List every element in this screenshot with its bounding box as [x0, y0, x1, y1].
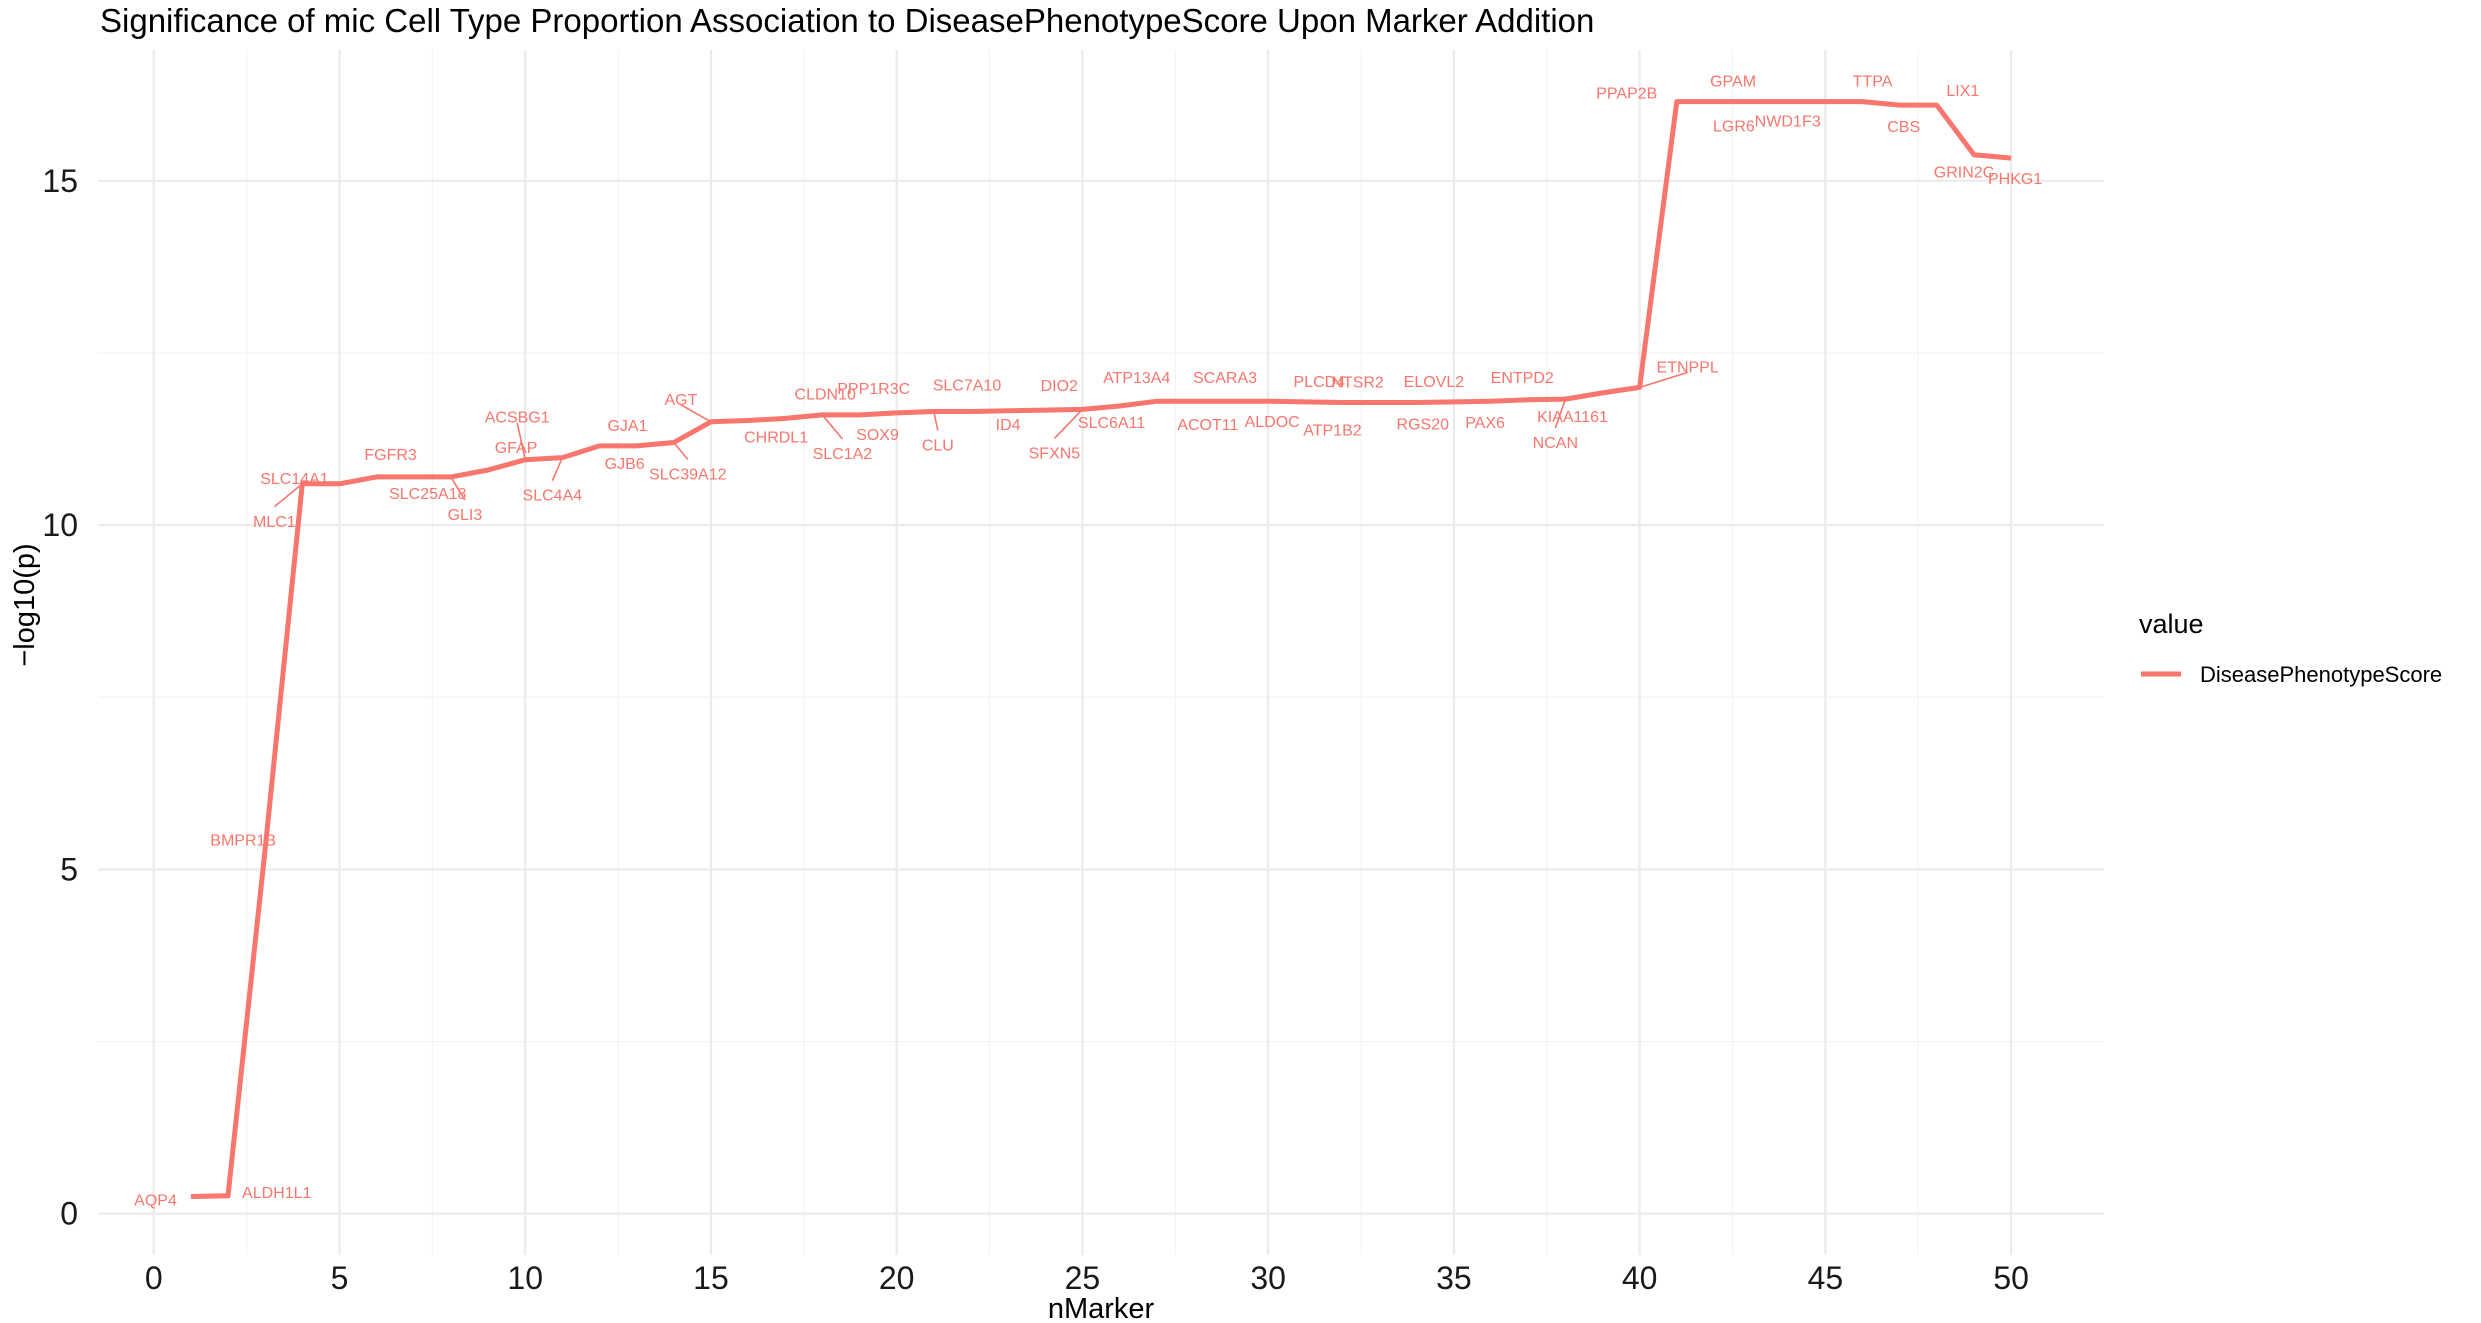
marker-label-gja1: GJA1	[607, 418, 647, 435]
marker-label-aqp4: AQP4	[134, 1192, 177, 1209]
marker-label-cldn10: CLDN10	[795, 386, 856, 403]
label-leaders	[273, 371, 1688, 508]
x-tick-label: 25	[1065, 1260, 1101, 1296]
marker-label-ttpa: TTPA	[1853, 74, 1893, 91]
marker-label-aldoc: ALDOC	[1245, 414, 1300, 431]
marker-label-bmpr1b: BMPR1B	[210, 833, 276, 850]
marker-label-slc14a1: SLC14A1	[260, 471, 329, 488]
marker-label-elovl2: ELOVL2	[1404, 374, 1465, 391]
marker-label-pax6: PAX6	[1465, 415, 1505, 432]
marker-label-plcd4: PLCD4	[1294, 374, 1346, 391]
label-leader-line	[273, 483, 303, 508]
marker-label-mlc1: MLC1	[253, 514, 296, 531]
x-axis-title: nMarker	[1048, 1293, 1155, 1323]
marker-label-lix1: LIX1	[1946, 83, 1979, 100]
marker-label-chrdl1: CHRDL1	[744, 429, 808, 446]
marker-label-acot11: ACOT11	[1177, 417, 1238, 434]
marker-label-kiaa1161: KIAA1161	[1537, 409, 1608, 426]
marker-label-atp1b2: ATP1B2	[1303, 423, 1362, 440]
chart-title: Significance of mic Cell Type Proportion…	[100, 2, 1595, 39]
x-tick-label: 50	[1993, 1260, 2029, 1296]
label-leader-line	[516, 422, 526, 460]
marker-label-aldh1l1: ALDH1L1	[242, 1185, 311, 1202]
x-tick-label: 30	[1250, 1260, 1286, 1296]
y-tick-label: 0	[60, 1196, 78, 1232]
series-line-diseasephenotypescore	[190, 99, 2012, 1199]
marker-label-clu: CLU	[922, 438, 954, 455]
y-tick-label: 15	[42, 163, 78, 199]
marker-label-slc1a2: SLC1A2	[813, 446, 873, 463]
x-tick-label: 10	[507, 1260, 543, 1296]
x-tick-label: 5	[331, 1260, 349, 1296]
x-tick-label: 45	[1808, 1260, 1844, 1296]
x-tick-label: 40	[1622, 1260, 1658, 1296]
marker-label-scara3: SCARA3	[1193, 370, 1257, 387]
marker-label-agt: AGT	[664, 392, 697, 409]
marker-label-sfxn5: SFXN5	[1029, 445, 1081, 462]
marker-label-gjb6: GJB6	[605, 456, 645, 473]
marker-label-ppp1r3c: PPP1R3C	[837, 381, 910, 398]
y-tick-label: 10	[42, 507, 78, 543]
legend-entry-diseasephenotypescore: DiseasePhenotypeScore	[2200, 662, 2442, 687]
x-tick-label: 20	[879, 1260, 915, 1296]
y-axis-title: −log10(p)	[9, 543, 41, 666]
marker-label-ppap2b: PPAP2B	[1596, 86, 1657, 103]
x-tick-label: 35	[1436, 1260, 1472, 1296]
label-leader-line	[1554, 398, 1567, 429]
label-leader-line	[933, 411, 939, 431]
marker-label-phkg1: PHKG1	[1988, 171, 2042, 188]
marker-label-slc39a12: SLC39A12	[649, 466, 726, 483]
marker-label-entpd2: ENTPD2	[1491, 370, 1554, 387]
marker-label-acsbg1: ACSBG1	[485, 410, 550, 427]
marker-label-gpam: GPAM	[1710, 74, 1756, 91]
legend-title: value	[2139, 609, 2204, 639]
marker-label-atp13a4: ATP13A4	[1103, 370, 1170, 387]
legend: value DiseasePhenotypeScore	[2139, 609, 2442, 687]
marker-label-grin2c: GRIN2C	[1934, 165, 1994, 182]
x-tick-label: 15	[693, 1260, 729, 1296]
marker-label-f3: F3	[1802, 114, 1821, 131]
marker-label-gli3: GLI3	[448, 507, 483, 524]
marker-label-slc7a10: SLC7A10	[933, 378, 1002, 395]
label-leader-line	[680, 404, 712, 423]
x-tick-label: 0	[145, 1260, 163, 1296]
marker-label-fgfr3: FGFR3	[364, 447, 417, 464]
marker-label-slc25a18: SLC25A18	[389, 486, 466, 503]
marker-label-rgs20: RGS20	[1397, 417, 1450, 434]
label-leader-line	[450, 476, 466, 501]
marker-label-ntsr2: NTSR2	[1331, 375, 1384, 392]
marker-label-id4: ID4	[996, 417, 1021, 434]
marker-label-dio2: DIO2	[1041, 378, 1078, 395]
label-leader-line	[821, 414, 844, 440]
marker-label-lgr6: LGR6	[1713, 119, 1755, 136]
marker-label-ncan: NCAN	[1533, 435, 1578, 452]
marker-label-etnppl: ETNPPL	[1657, 359, 1719, 376]
label-leader-line	[551, 457, 564, 481]
label-leader-line	[1639, 371, 1688, 389]
tick-labels: 0 5 10 15 20 25 30 35 40 45 50 0 5 10 15	[42, 163, 2029, 1296]
marker-label-slc6a11: SLC6A11	[1078, 415, 1145, 432]
series	[190, 99, 2012, 1199]
y-tick-label: 5	[60, 851, 78, 887]
marker-label-slc4a4: SLC4A4	[523, 488, 583, 505]
marker-label-sox9: SOX9	[856, 427, 899, 444]
marker-label-nwd1: NWD1	[1755, 114, 1802, 131]
marker-label-gfap: GFAP	[495, 440, 538, 457]
label-leader-line	[1053, 408, 1084, 439]
label-leader-line	[673, 441, 689, 460]
marker-labels: AQP4 ALDH1L1 BMPR1B MLC1 SLC14A1 FGFR3 SLC25A1…	[134, 74, 2042, 1210]
grid	[98, 50, 2104, 1255]
marker-label-cbs: CBS	[1887, 119, 1920, 136]
